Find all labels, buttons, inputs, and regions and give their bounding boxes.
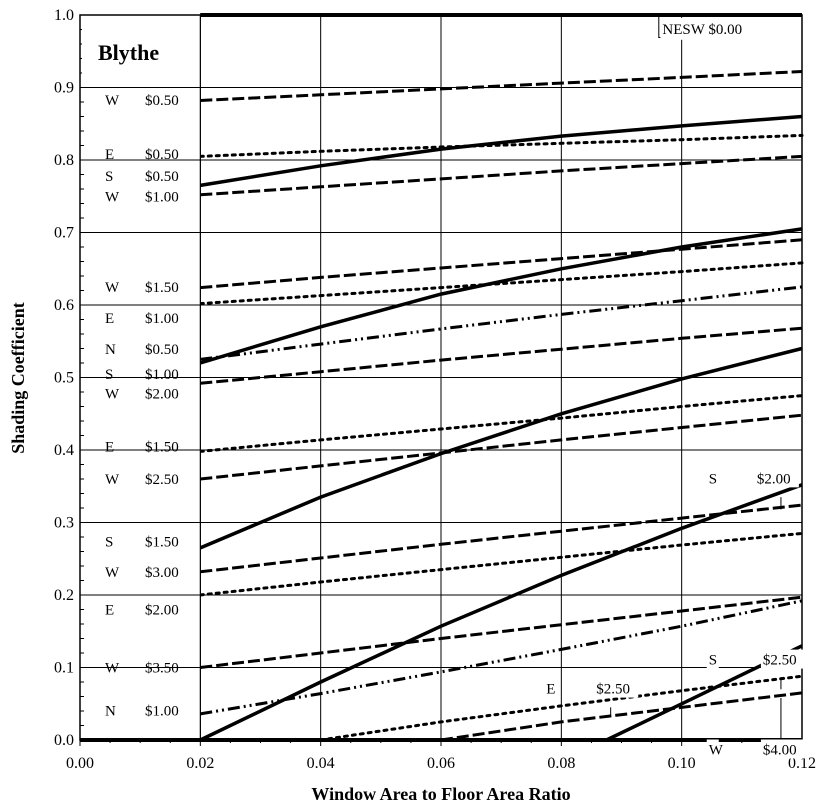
- series-label-orientation: W: [105, 472, 120, 488]
- x-tick-label: 0.02: [186, 755, 214, 772]
- series-label-orientation: W: [105, 386, 120, 402]
- series-line-s-200: [199, 483, 803, 742]
- series-label-orientation: W: [105, 189, 120, 205]
- y-axis-title: Shading Coefficient: [8, 302, 28, 454]
- series-label-cost: $1.50: [145, 534, 179, 550]
- x-tick-label: 0.12: [788, 755, 816, 772]
- annotation-background: [706, 468, 719, 488]
- series-label-orientation: S: [105, 534, 113, 550]
- y-tick-label: 0.8: [54, 152, 74, 169]
- y-tick-label: 1.0: [54, 7, 74, 24]
- series-label-orientation: N: [105, 342, 116, 358]
- series-line-w-050: [200, 70, 803, 102]
- y-tick-label: 0.1: [54, 660, 74, 677]
- annotation-background: [760, 739, 805, 759]
- annotation-label: $4.00: [763, 743, 797, 759]
- annotation-label: E: [546, 682, 555, 698]
- annotation-background: [760, 649, 805, 669]
- series-label-cost: $2.00: [145, 603, 179, 619]
- series-label-cost: $3.00: [145, 565, 179, 581]
- ticks-layer: 0.0 0.1 0.2 0.3 0.4 0.5 0.6 0.7 0.8 0.9 1.0 0.00 0.0…: [54, 7, 816, 772]
- y-tick-label: 0.4: [54, 442, 74, 459]
- series-line-s-050: [200, 114, 803, 188]
- annotation-label: $2.00: [757, 471, 791, 487]
- annotation-label: S: [709, 653, 717, 669]
- annotation-background: [706, 739, 719, 759]
- series-label-orientation: S: [105, 169, 113, 185]
- series-label-orientation: W: [105, 93, 120, 109]
- series-label-orientation: E: [105, 311, 114, 327]
- annotation-background: [660, 17, 796, 40]
- series-label-cost: $1.50: [145, 439, 179, 455]
- x-tick-label: 0.00: [66, 755, 94, 772]
- series-label-orientation: E: [105, 147, 114, 163]
- annotation-label: W: [709, 743, 724, 759]
- series-line-w-400: [440, 691, 803, 742]
- series-label-cost: $2.50: [145, 472, 179, 488]
- annotation-label: S: [709, 471, 717, 487]
- annotation-label: $2.50: [763, 653, 797, 669]
- series-label-cost: $0.50: [145, 169, 179, 185]
- series-label-orientation: E: [105, 603, 114, 619]
- series-label-cost: $1.00: [145, 367, 179, 383]
- series-label-cost: $1.00: [145, 311, 179, 327]
- series-label-cost: $0.50: [145, 342, 179, 358]
- series-line-s-150: [199, 346, 803, 550]
- series-label-cost: $2.00: [145, 386, 179, 402]
- series-line-w-150: [200, 238, 803, 290]
- annotation-label: NESW $0.00: [662, 22, 742, 38]
- series-line-e-250: [319, 674, 804, 742]
- series-line-w-300: [200, 503, 803, 574]
- annotation-label: $2.50: [596, 682, 630, 698]
- x-tick-label: 0.10: [668, 755, 696, 772]
- frame-layer: [79, 13, 803, 742]
- y-tick-label: 0.7: [54, 225, 74, 242]
- chart-title: Blythe: [98, 40, 159, 65]
- series-label-cost: $3.50: [145, 661, 179, 677]
- series-label-cost: $0.50: [145, 147, 179, 163]
- series-label-cost: $1.50: [145, 280, 179, 296]
- y-tick-label: 0.0: [54, 732, 74, 749]
- series-label-orientation: N: [105, 703, 116, 719]
- series-line-e-100: [198, 261, 804, 306]
- series-label-orientation: W: [105, 661, 120, 677]
- annotation-background: [706, 649, 719, 669]
- annotation-background: [594, 678, 639, 698]
- series-label-orientation: S: [105, 367, 113, 383]
- y-tick-label: 0.3: [54, 515, 74, 532]
- y-tick-label: 0.5: [54, 370, 74, 387]
- chart-title-box: [82, 20, 192, 78]
- series-line-w-200: [200, 326, 803, 385]
- series-label-orientation: W: [105, 280, 120, 296]
- series-line-e-150: [198, 394, 804, 453]
- annotation-background: [754, 468, 799, 488]
- y-tick-label: 0.2: [54, 587, 74, 604]
- series-line-w-100: [200, 154, 803, 197]
- y-tick-label: 0.6: [54, 297, 74, 314]
- series-label-orientation: W: [105, 565, 120, 581]
- series-line-s-100: [199, 227, 803, 365]
- series-line-w-350: [200, 595, 803, 669]
- x-tick-label: 0.06: [427, 755, 455, 772]
- series-line-n-100: [200, 599, 803, 716]
- y-tick-label: 0.9: [54, 80, 74, 97]
- series-label-orientation: E: [105, 439, 114, 455]
- series-line-e-050: [198, 133, 804, 158]
- x-tick-label: 0.04: [307, 755, 335, 772]
- x-tick-label: 0.08: [547, 755, 575, 772]
- series-label-cost: $1.00: [145, 189, 179, 205]
- series-line-e-200: [198, 531, 804, 597]
- series-line-n-050: [200, 285, 803, 361]
- labels-layer: W $0.50 E $0.50 S $0.50 W $1.00 W $1.50 E $1.00 N $0.…: [105, 17, 805, 759]
- series-label-cost: $1.00: [145, 703, 179, 719]
- x-axis-title: Window Area to Floor Area Ratio: [311, 784, 570, 804]
- annotation-background: [544, 678, 557, 698]
- annotation-leader: [658, 17, 661, 38]
- series-line-w-250: [200, 413, 803, 481]
- series-label-cost: $0.50: [145, 93, 179, 109]
